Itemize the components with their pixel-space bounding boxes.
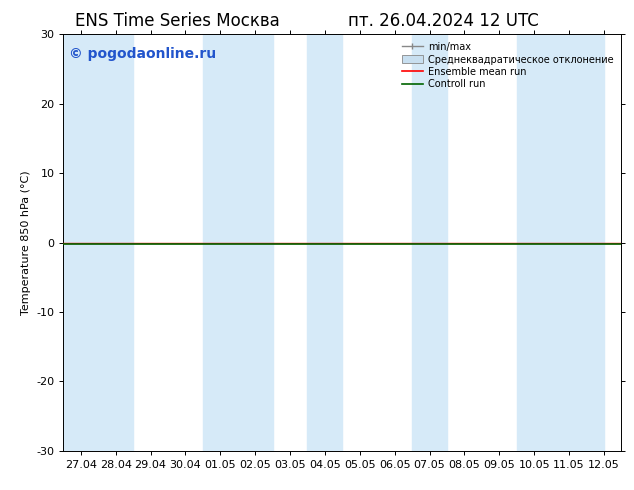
Bar (412, 34, 447, 451)
Y-axis label: Temperature 850 hPa (°C): Temperature 850 hPa (°C) (21, 170, 30, 315)
Text: © pogodaonline.ru: © pogodaonline.ru (69, 47, 216, 61)
Bar (63, 34, 133, 451)
Bar (203, 34, 273, 451)
Text: пт. 26.04.2024 12 UTC: пт. 26.04.2024 12 UTC (349, 12, 539, 30)
Legend: min/max, Среднеквадратическое отклонение, Ensemble mean run, Controll run: min/max, Среднеквадратическое отклонение… (399, 39, 616, 92)
Text: ENS Time Series Москва: ENS Time Series Москва (75, 12, 280, 30)
Bar (517, 34, 604, 451)
Bar (307, 34, 342, 451)
